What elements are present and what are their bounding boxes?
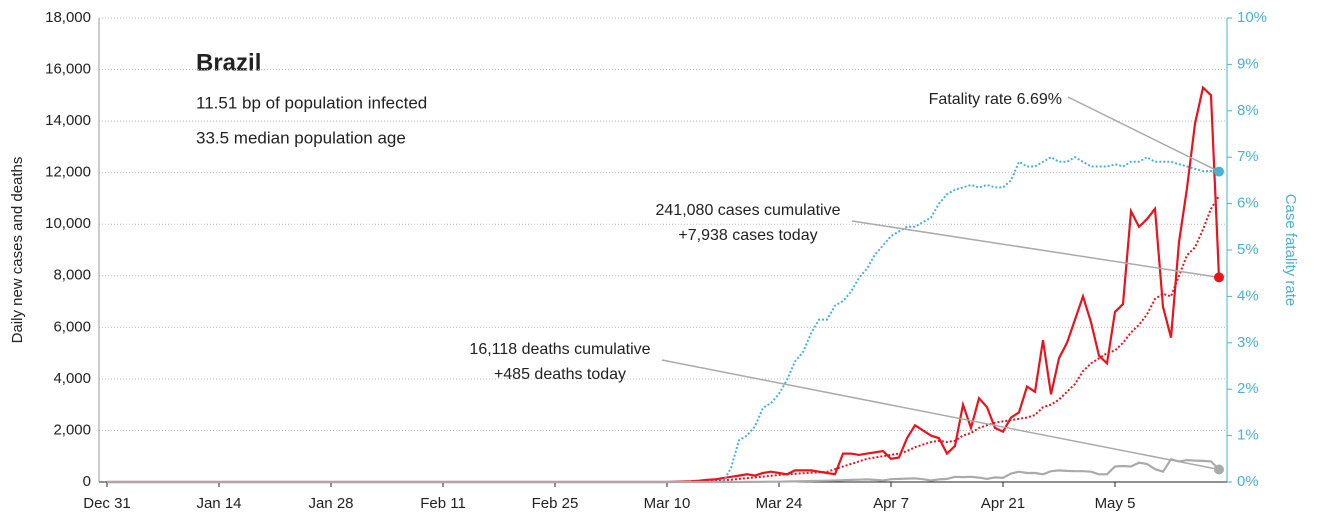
x-tick-label: Mar 24 [756,495,803,512]
y-tick-label: 18,000 [45,9,91,26]
series-line [107,458,1220,484]
y-tick-label: 12,000 [45,164,91,181]
end-dot [1214,272,1224,283]
x-tick-label: Mar 10 [644,495,691,512]
y-tick-label: 14,000 [45,112,91,129]
y-tick-label: 16,000 [45,61,91,78]
annotation: +485 deaths today [494,366,626,383]
leader-line [851,220,1220,279]
annotation: 241,080 cases cumulative [656,202,841,219]
y2-axis-label: Case fatality rate [1282,194,1299,307]
y2-tick-label: 2% [1237,380,1259,397]
y2-tick-label: 10% [1237,9,1267,26]
subtitle: 33.5 median population age [196,128,406,147]
y2-tick-label: 5% [1237,241,1259,258]
end-dot [1214,166,1224,177]
annotation: +7,938 cases today [678,227,817,244]
y2-tick-label: 0% [1237,473,1259,490]
y2-tick-label: 9% [1237,55,1259,72]
x-tick-label: Apr 21 [981,495,1025,512]
y2-tick-label: 6% [1237,195,1259,212]
y-tick-label: 8,000 [53,267,91,284]
x-tick-label: Dec 31 [83,495,131,512]
x-tick-label: Feb 25 [532,495,579,512]
y2-tick-label: 3% [1237,334,1259,351]
y-tick-label: 10,000 [45,215,91,232]
y-tick-label: 4,000 [53,370,91,387]
x-tick-label: Feb 11 [420,495,466,512]
annotation: Fatality rate 6.69% [929,91,1062,108]
leader-line [661,359,1220,471]
series-line [107,85,1221,484]
chart-title: Brazil [196,49,261,76]
annotation: 16,118 deaths cumulative [469,341,650,358]
y-tick-label: 2,000 [53,421,91,438]
x-tick-label: Jan 14 [196,495,241,512]
y-axis-label: Daily new cases and deaths [9,157,26,344]
y-tick-label: 6,000 [53,318,91,335]
end-dot [1214,464,1224,475]
leader-line [1067,96,1220,173]
series-line [107,195,1220,483]
x-tick-label: Jan 28 [308,495,353,512]
y-tick-label: 0 [83,473,91,490]
y2-tick-label: 7% [1237,148,1259,165]
y2-tick-label: 1% [1237,427,1259,444]
y2-tick-label: 8% [1237,102,1259,119]
x-tick-label: May 5 [1095,495,1136,512]
x-tick-label: Apr 7 [873,495,909,512]
subtitle: 11.51 bp of population infected [196,93,427,112]
y2-tick-label: 4% [1237,287,1259,304]
